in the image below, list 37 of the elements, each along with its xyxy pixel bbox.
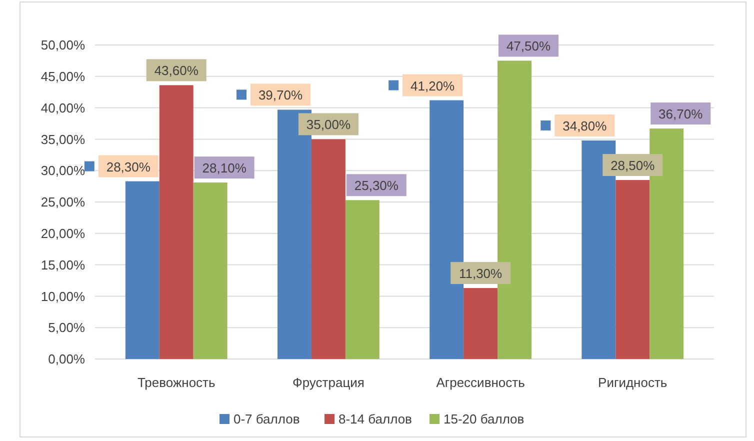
data-label: 11,30% [458, 266, 503, 282]
data-label: 28,10% [202, 160, 247, 176]
data-label: 25,30% [354, 178, 399, 194]
legend-label: 0-7 баллов [234, 412, 300, 427]
bar [125, 181, 160, 359]
bar [159, 85, 194, 359]
legend-label: 8-14 баллов [338, 412, 412, 427]
data-label: 35,00% [306, 117, 351, 132]
y-tick-label: 30,00% [40, 163, 86, 178]
bar [345, 200, 380, 359]
y-tick-label: 10,00% [40, 288, 86, 304]
x-tick-label: Ригидность [598, 375, 668, 390]
bar [616, 180, 650, 359]
data-label: 43,60% [154, 63, 199, 78]
y-tick-label: 45,00% [40, 68, 86, 84]
bar [193, 182, 228, 359]
y-tick-label: 0,00% [48, 352, 86, 367]
data-label: 47,50% [506, 38, 551, 54]
bar [464, 288, 498, 359]
y-tick-label: 35,00% [40, 132, 86, 147]
legend-label: 15-20 баллов [444, 412, 524, 427]
x-tick-label: Фрустрация [292, 375, 364, 390]
x-tick-label: Агрессивность [436, 375, 526, 390]
y-tick-label: 25,00% [40, 194, 86, 210]
y-tick-label: 50,00% [40, 38, 86, 53]
data-label: 41,20% [410, 78, 456, 94]
data-label: 28,30% [106, 159, 151, 174]
y-tick-label: 15,00% [40, 257, 86, 272]
y-tick-label: 40,00% [40, 100, 86, 116]
data-label: 34,80% [562, 118, 608, 134]
y-tick-label: 5,00% [48, 320, 86, 336]
data-label: 28,50% [610, 158, 656, 174]
y-tick-label: 20,00% [40, 226, 86, 241]
x-tick-label: Тревожность [137, 375, 216, 390]
data-label: 39,70% [258, 88, 303, 103]
data-label: 36,70% [658, 106, 704, 122]
bar [311, 139, 346, 359]
